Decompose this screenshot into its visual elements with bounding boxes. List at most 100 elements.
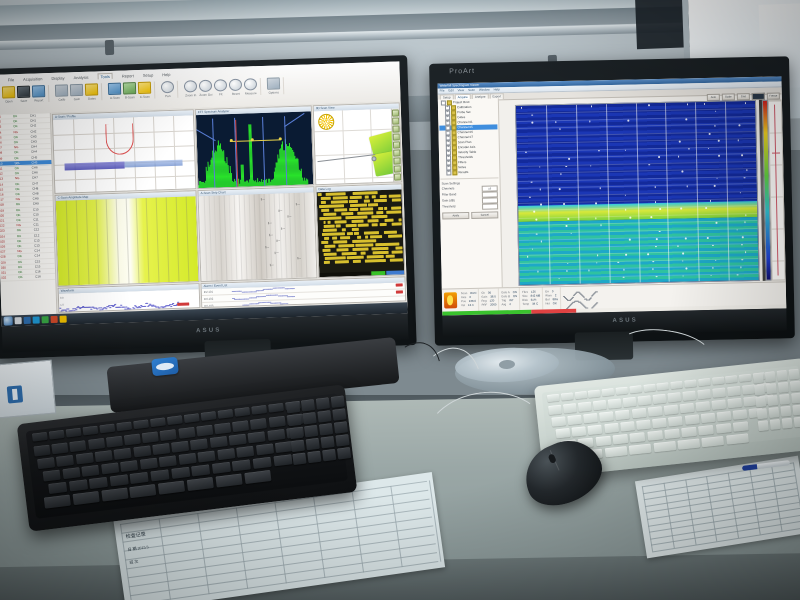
beige-key[interactable] — [681, 426, 698, 438]
beige-numpad-key[interactable] — [792, 404, 800, 416]
numpad-key[interactable] — [304, 424, 319, 438]
key[interactable] — [61, 467, 81, 480]
beige-key[interactable] — [592, 400, 607, 411]
beige-key[interactable] — [667, 392, 682, 403]
beige-key[interactable] — [646, 430, 663, 441]
tree-expander-icon[interactable]: + — [446, 170, 452, 176]
property-button-apply[interactable]: Apply — [442, 211, 470, 220]
key[interactable] — [166, 415, 183, 426]
beige-key[interactable] — [629, 385, 642, 394]
key[interactable] — [268, 402, 284, 413]
beige-numpad-key[interactable] — [769, 418, 781, 430]
key[interactable] — [250, 418, 268, 430]
waterfall-button-palette[interactable] — [751, 92, 765, 100]
beige-key[interactable] — [636, 419, 651, 430]
beige-key[interactable] — [698, 424, 715, 436]
key[interactable] — [216, 448, 235, 461]
ribbon-item-zoom-out[interactable]: Zoom Out — [198, 79, 212, 97]
beige-key[interactable] — [739, 373, 752, 382]
properties-buttons[interactable]: Apply Cancel — [441, 211, 499, 220]
view3d-tool-button[interactable] — [393, 157, 401, 165]
numpad-key[interactable] — [333, 421, 349, 434]
key[interactable] — [37, 457, 56, 470]
beige-key[interactable] — [712, 387, 727, 398]
ribbon-tab-setup[interactable]: Setup — [142, 72, 154, 78]
numpad-key[interactable] — [315, 397, 330, 410]
beige-numpad-key[interactable] — [768, 407, 780, 419]
view3d-body[interactable] — [313, 108, 402, 185]
key[interactable] — [139, 457, 158, 470]
beige-key[interactable] — [652, 417, 668, 429]
numpad-key[interactable] — [300, 399, 316, 412]
view3d-tool-button[interactable] — [393, 149, 401, 157]
waterfall-button-grid[interactable]: Grid — [736, 92, 750, 100]
beige-key[interactable] — [700, 412, 716, 424]
beige-key[interactable] — [612, 433, 629, 445]
key[interactable] — [109, 474, 129, 487]
panel-ascan-strip[interactable]: A-Scan Strip Chart ||— ||— ||— ||— ||— ||— ||—… — [197, 186, 318, 283]
index-list[interactable]: 001OKCH1002OKCH1003OKCH2004NGCH2005OKCH3… — [0, 112, 58, 316]
beige-key[interactable] — [562, 403, 577, 414]
key[interactable] — [105, 435, 123, 448]
beige-key[interactable] — [677, 438, 701, 450]
beige-key[interactable] — [653, 441, 676, 453]
key[interactable] — [65, 427, 82, 438]
key[interactable] — [190, 438, 209, 451]
view3d-tool-button[interactable] — [392, 117, 400, 125]
key[interactable] — [273, 454, 293, 467]
waterfall-button-scale[interactable]: Scale — [721, 92, 735, 101]
ribbon-item-a-scan[interactable]: A-Scan — [107, 82, 122, 100]
ribbon-item-pan[interactable]: Pan — [160, 80, 175, 98]
beige-key[interactable] — [607, 398, 622, 409]
beige-key[interactable] — [567, 414, 583, 426]
properties-fields[interactable]: Channels 16 Filter Band Gain (dB) Threshold — [441, 185, 499, 210]
key[interactable] — [151, 443, 171, 456]
beige-key[interactable] — [697, 389, 712, 400]
beige-key[interactable] — [716, 411, 732, 422]
beige-key[interactable] — [615, 386, 629, 395]
key[interactable] — [266, 428, 285, 441]
left-monitor-screen[interactable]: File Acquisition Display Analysis Tools Repor… — [0, 61, 408, 327]
ribbon-tab-report[interactable]: Report — [121, 72, 134, 79]
key[interactable] — [251, 404, 268, 415]
numpad-key[interactable] — [287, 413, 302, 427]
beige-numpad-key[interactable] — [755, 396, 767, 408]
spectrum-cursor-handle[interactable] — [250, 138, 254, 142]
key[interactable] — [100, 462, 119, 475]
key[interactable] — [236, 445, 255, 458]
beige-key[interactable] — [603, 422, 619, 434]
beige-key[interactable] — [663, 404, 679, 415]
ribbon-item-report[interactable]: Report — [31, 85, 46, 102]
beige-key[interactable] — [551, 416, 567, 427]
key[interactable] — [132, 445, 151, 458]
ribbon-item-zoom-in[interactable]: Zoom In — [183, 80, 198, 97]
numpad-key[interactable] — [305, 437, 320, 451]
beige-key[interactable] — [587, 424, 603, 436]
taskbar-icon-app5[interactable] — [59, 315, 67, 323]
beige-key[interactable] — [555, 427, 571, 439]
key[interactable] — [133, 419, 149, 430]
beige-key[interactable] — [727, 385, 741, 397]
key[interactable] — [120, 460, 139, 473]
key[interactable] — [31, 431, 48, 442]
ribbon-item-measure[interactable]: Measure — [243, 78, 258, 96]
spectrum-body[interactable] — [195, 111, 314, 189]
key[interactable] — [177, 426, 196, 439]
key[interactable] — [48, 429, 65, 440]
beige-numpad-key[interactable] — [788, 368, 800, 380]
key[interactable] — [197, 450, 216, 463]
beige-key[interactable] — [711, 399, 727, 410]
key[interactable] — [33, 444, 51, 457]
beige-numpad-key[interactable] — [764, 371, 776, 383]
ribbon-item-open[interactable]: Open — [1, 86, 16, 103]
panel-3d-view[interactable]: 3D Scan View — [312, 102, 403, 186]
key[interactable] — [150, 469, 170, 482]
waveform-body[interactable]: 0.01.02.03.0 — [58, 289, 200, 312]
right-monitor-screen[interactable]: Waterfall Spectrogram Viewer File Edit Vie… — [437, 76, 787, 316]
start-button-icon[interactable] — [3, 316, 13, 326]
view3d-tool-button[interactable] — [392, 141, 401, 149]
ribbon-item-b-scan[interactable]: B-Scan — [122, 82, 137, 99]
terminal-body[interactable] — [316, 189, 405, 278]
panel-waveform[interactable]: Waveform 0.01.02.03.0 — [57, 283, 201, 313]
beige-key[interactable] — [631, 407, 647, 419]
